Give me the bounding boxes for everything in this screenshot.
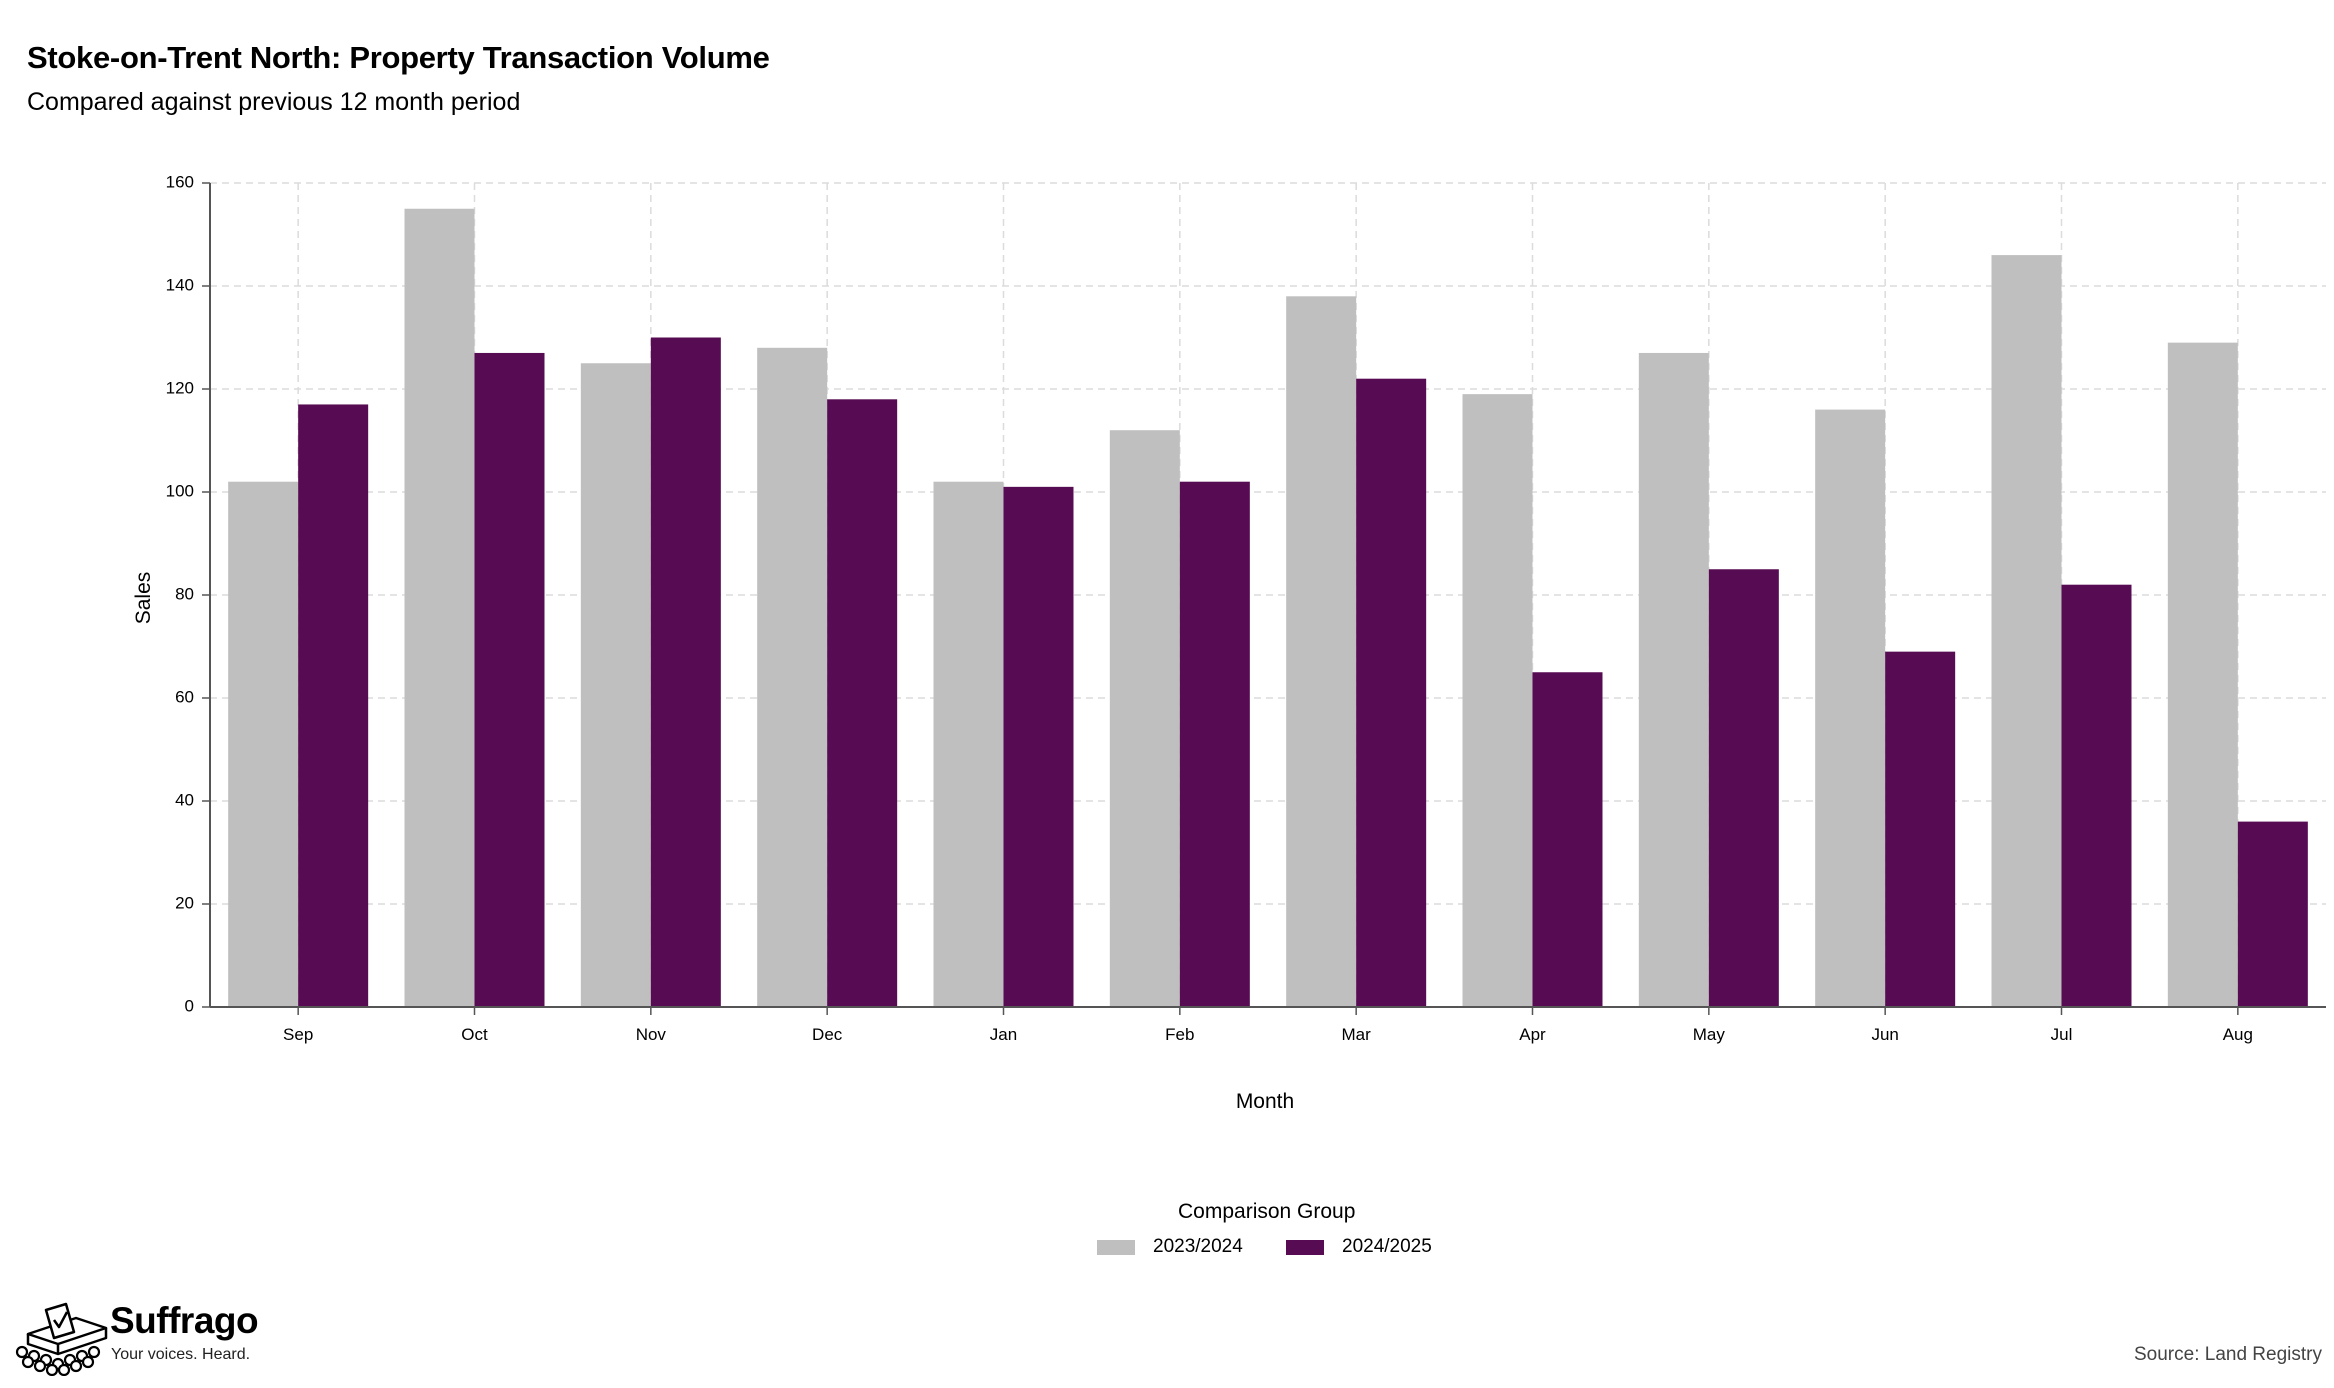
legend-label: 2024/2025 <box>1342 1236 1432 1257</box>
legend-title: Comparison Group <box>1178 1200 1356 1223</box>
bar-2023-2024-jan <box>933 481 1004 1007</box>
brand-name: Suffrago <box>110 1300 259 1341</box>
bar-2023-2024-jul <box>1991 255 2062 1008</box>
y-tick-label: 140 <box>166 275 194 294</box>
ballot-box-icon <box>15 1302 108 1376</box>
chart-subtitle: Compared against previous 12 month perio… <box>27 88 521 116</box>
x-tick-label: May <box>1693 1025 1726 1044</box>
x-tick-label: Dec <box>812 1025 843 1044</box>
bar-2024-2025-nov <box>650 337 721 1007</box>
source-note: Source: Land Registry <box>2134 1344 2322 1365</box>
bar-2024-2025-feb <box>1179 481 1250 1007</box>
y-axis-title: Sales <box>132 572 155 625</box>
x-tick-label: Jan <box>990 1025 1017 1044</box>
bar-2023-2024-oct <box>404 208 475 1007</box>
bar-2024-2025-mar <box>1356 378 1427 1007</box>
x-tick-label: Mar <box>1342 1025 1372 1044</box>
y-tick-label: 0 <box>185 996 194 1015</box>
x-tick-label: Feb <box>1165 1025 1194 1044</box>
bar-2023-2024-feb <box>1109 430 1180 1007</box>
bar-2024-2025-aug <box>2237 821 2308 1007</box>
legend-item-2023-2024: 2023/2024 <box>1097 1236 1243 1258</box>
legend-item-2024-2025: 2024/2025 <box>1286 1236 1432 1258</box>
y-tick-label: 160 <box>166 172 194 191</box>
bar-2024-2025-jan <box>1003 486 1074 1008</box>
bar-2024-2025-dec <box>827 399 898 1007</box>
y-tick-label: 40 <box>175 790 194 809</box>
x-tick-label: Sep <box>283 1025 313 1044</box>
bar-2023-2024-mar <box>1286 296 1357 1007</box>
x-tick-label: Nov <box>636 1025 667 1044</box>
x-axis-title: Month <box>1236 1090 1294 1113</box>
bar-2023-2024-may <box>1638 352 1709 1007</box>
y-tick-label: 120 <box>166 378 194 397</box>
bar-2023-2024-sep <box>228 481 299 1007</box>
bar-2023-2024-apr <box>1462 394 1533 1007</box>
bar-2024-2025-jun <box>1885 651 1956 1007</box>
x-tick-label: Jul <box>2051 1025 2073 1044</box>
chart-title: Stoke-on-Trent North: Property Transacti… <box>27 40 770 75</box>
x-tick-label: Apr <box>1519 1025 1546 1044</box>
bar-2023-2024-jun <box>1815 409 1886 1008</box>
x-tick-label: Aug <box>2223 1025 2253 1044</box>
x-tick-label: Oct <box>461 1025 488 1044</box>
legend-label: 2023/2024 <box>1153 1236 1243 1257</box>
legend-swatch <box>1097 1239 1135 1255</box>
bar-2024-2025-may <box>1708 569 1779 1007</box>
bar-2023-2024-dec <box>757 347 828 1007</box>
bar-2024-2025-sep <box>298 404 369 1007</box>
x-tick-label: Jun <box>1871 1025 1898 1044</box>
brand-tagline: Your voices. Heard. <box>111 1346 251 1363</box>
y-tick-label: 60 <box>175 687 194 706</box>
bar-2024-2025-oct <box>474 352 545 1007</box>
y-tick-label: 20 <box>175 893 194 912</box>
legend-swatch <box>1286 1239 1324 1255</box>
y-tick-label: 100 <box>166 481 194 500</box>
bar-2023-2024-aug <box>2167 342 2238 1007</box>
bar-2023-2024-nov <box>580 363 651 1007</box>
bars <box>228 208 2308 1008</box>
y-tick-label: 80 <box>175 584 194 603</box>
axes: 0 20 40 60 80 100 120 140 160 Sep Oct Nov Dec Jan Feb M… <box>166 172 2326 1044</box>
bar-2024-2025-jul <box>2061 584 2132 1007</box>
bar-2024-2025-apr <box>1532 672 1603 1007</box>
